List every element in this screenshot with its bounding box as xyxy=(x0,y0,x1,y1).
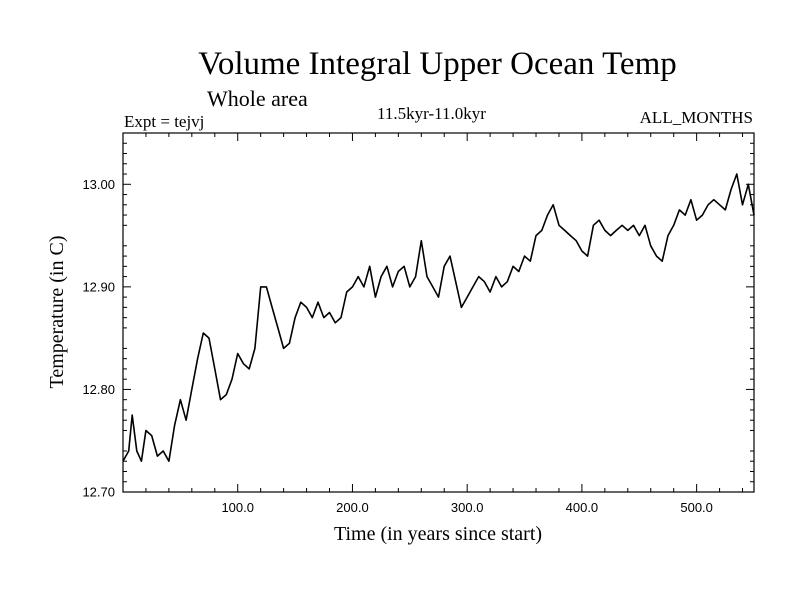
series-lines xyxy=(122,173,755,463)
x-axis-title: Time (in years since start) xyxy=(334,523,542,545)
y-tick-labels: 12.70 12.80 12.90 13.00 xyxy=(82,177,115,500)
x-tick-labels: 100.0 200.0 300.0 400.0 500.0 xyxy=(221,500,712,515)
x-tick-label: 500.0 xyxy=(680,500,713,515)
y-axis-title: Temperature (in C) xyxy=(46,236,68,389)
chart-subtitle: Whole area xyxy=(207,86,308,111)
months-label: ALL_MONTHS xyxy=(639,108,753,127)
experiment-label: Expt = tejvj xyxy=(124,112,205,131)
plot-frame xyxy=(122,132,755,493)
chart-title: Volume Integral Upper Ocean Temp xyxy=(198,46,677,82)
x-tick-label: 200.0 xyxy=(336,500,369,515)
y-tick-label: 12.80 xyxy=(82,382,115,397)
series-line xyxy=(122,173,755,463)
period-label: 11.5kyr-11.0kyr xyxy=(377,104,486,123)
y-tick-label: 12.90 xyxy=(82,279,115,294)
y-tick-label: 13.00 xyxy=(82,177,115,192)
x-tick-label: 100.0 xyxy=(221,500,254,515)
x-tick-label: 400.0 xyxy=(566,500,599,515)
x-tick-label: 300.0 xyxy=(451,500,484,515)
y-tick-label: 12.70 xyxy=(82,485,115,500)
axis-ticks xyxy=(123,133,754,493)
